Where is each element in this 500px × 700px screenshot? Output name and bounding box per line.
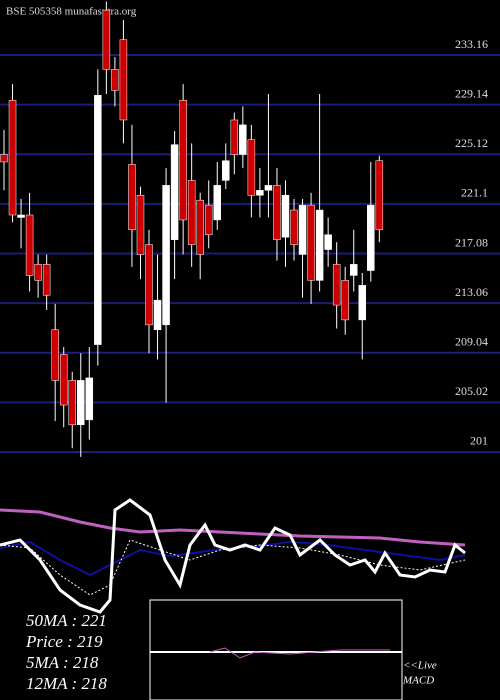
candle-body — [77, 380, 85, 426]
candle-body — [145, 244, 153, 326]
macd-panel — [149, 599, 403, 700]
ma-line — [0, 540, 466, 577]
indicator-label: 5MA : 218 — [26, 653, 99, 672]
candle-body — [68, 380, 76, 426]
y-tick-label: 209.04 — [455, 334, 488, 348]
candle-body — [196, 199, 204, 255]
candle-body — [136, 194, 145, 255]
candle-body — [349, 264, 358, 276]
candle-body — [264, 185, 273, 191]
price-line — [0, 498, 466, 614]
candle-body — [85, 377, 94, 421]
candle-body — [247, 139, 256, 196]
candle-body — [34, 264, 42, 281]
candle-body — [25, 214, 34, 276]
candle-body — [187, 180, 196, 245]
chart-title: BSE 505358 munafasutra.org — [6, 6, 137, 18]
indicator-label: Price : 219 — [25, 632, 103, 651]
candle-body — [170, 144, 179, 240]
candle-body — [8, 99, 17, 216]
candle-body — [298, 204, 307, 255]
candle-body — [0, 154, 8, 163]
candle-body — [179, 99, 187, 221]
candle-body — [51, 329, 59, 381]
candle-body — [281, 194, 290, 238]
candle-body — [375, 160, 384, 231]
y-tick-label: 205.02 — [455, 384, 488, 398]
macd-label: <<Live — [403, 660, 437, 672]
candle-body — [128, 164, 136, 231]
candle-body — [17, 214, 25, 218]
candle-body — [341, 280, 349, 321]
y-tick-label: 229.14 — [455, 86, 488, 100]
y-tick-label: 217.08 — [455, 235, 488, 249]
candle-body — [119, 39, 128, 121]
ma-line — [0, 508, 466, 547]
candle-body — [230, 119, 239, 155]
y-tick-label: 213.06 — [455, 285, 488, 299]
y-tick-label: 233.16 — [455, 37, 488, 51]
indicator-label: 50MA : 221 — [26, 611, 107, 630]
candle-body — [273, 185, 281, 240]
candle-body — [256, 190, 264, 196]
y-tick-label: 225.12 — [455, 136, 488, 150]
candle-body — [111, 69, 119, 91]
candle-body — [153, 299, 162, 331]
candle-body — [290, 209, 298, 245]
y-tick-label: 201 — [470, 434, 488, 448]
candle-body — [324, 234, 332, 250]
candle-body — [42, 264, 51, 296]
candle-body — [307, 204, 315, 281]
candle-body — [358, 285, 367, 321]
macd-signal — [209, 647, 390, 659]
candle-body — [102, 9, 111, 70]
y-tick-label: 221.1 — [461, 186, 488, 200]
ma-line — [0, 539, 466, 596]
candle-body — [239, 124, 247, 155]
candle-body — [59, 354, 68, 406]
indicator-label: 12MA : 218 — [26, 674, 107, 693]
candle-body — [162, 185, 170, 326]
candle-body — [94, 95, 102, 345]
candle-body — [204, 204, 213, 235]
candle-body — [367, 204, 375, 271]
candle-body — [315, 209, 324, 281]
candle-body — [213, 185, 221, 221]
candle-body — [332, 264, 341, 306]
candle-body — [222, 160, 230, 181]
macd-label: MACD — [402, 675, 434, 687]
